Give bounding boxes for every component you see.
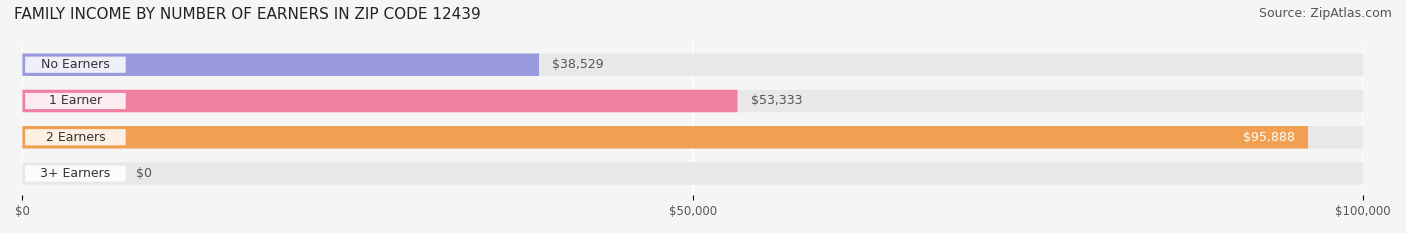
FancyBboxPatch shape	[25, 93, 125, 109]
FancyBboxPatch shape	[22, 54, 1364, 76]
Text: 1 Earner: 1 Earner	[49, 95, 103, 107]
Text: 2 Earners: 2 Earners	[45, 131, 105, 144]
FancyBboxPatch shape	[22, 54, 538, 76]
FancyBboxPatch shape	[25, 57, 125, 73]
FancyBboxPatch shape	[22, 90, 738, 112]
FancyBboxPatch shape	[22, 126, 1364, 148]
Text: $53,333: $53,333	[751, 95, 803, 107]
Text: Source: ZipAtlas.com: Source: ZipAtlas.com	[1258, 7, 1392, 20]
FancyBboxPatch shape	[25, 165, 125, 182]
Text: No Earners: No Earners	[41, 58, 110, 71]
Text: FAMILY INCOME BY NUMBER OF EARNERS IN ZIP CODE 12439: FAMILY INCOME BY NUMBER OF EARNERS IN ZI…	[14, 7, 481, 22]
FancyBboxPatch shape	[25, 129, 125, 145]
FancyBboxPatch shape	[22, 162, 1364, 185]
Text: $38,529: $38,529	[553, 58, 605, 71]
FancyBboxPatch shape	[22, 126, 1308, 148]
Text: 3+ Earners: 3+ Earners	[41, 167, 111, 180]
Text: $95,888: $95,888	[1243, 131, 1295, 144]
Text: $0: $0	[136, 167, 152, 180]
FancyBboxPatch shape	[22, 90, 1364, 112]
